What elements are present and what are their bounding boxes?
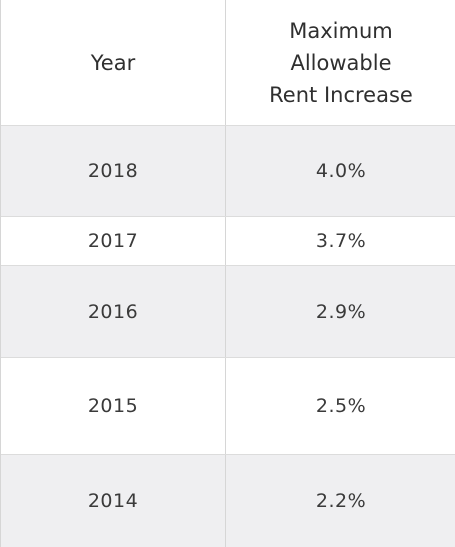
year-cell: 2018 [1, 126, 226, 216]
rate-cell: 2.9% [315, 300, 367, 323]
rate-cell: 4.0% [315, 160, 367, 182]
year-cell: 2015 [1, 358, 226, 454]
year-cell: 2017 [1, 217, 226, 265]
rate-cell: 3.7% [315, 230, 367, 252]
header-max-rent-increase: Maximum Allowable Rent Increase [269, 18, 413, 107]
table-row: 2018 4.0% [1, 126, 455, 216]
year-cell: 2016 [1, 266, 226, 357]
table-row: 2017 3.7% [1, 216, 455, 265]
table-row: 2015 2.5% [1, 357, 455, 454]
rate-cell: 2.5% [315, 395, 367, 417]
header-year: Year [1, 0, 226, 125]
table-row: 2014 2.2% [1, 454, 455, 547]
table-row: 2016 2.9% [1, 265, 455, 357]
rate-cell: 2.2% [315, 490, 367, 512]
table-header-row: Year Maximum Allowable Rent Increase [1, 0, 455, 126]
year-cell: 2014 [1, 455, 226, 547]
